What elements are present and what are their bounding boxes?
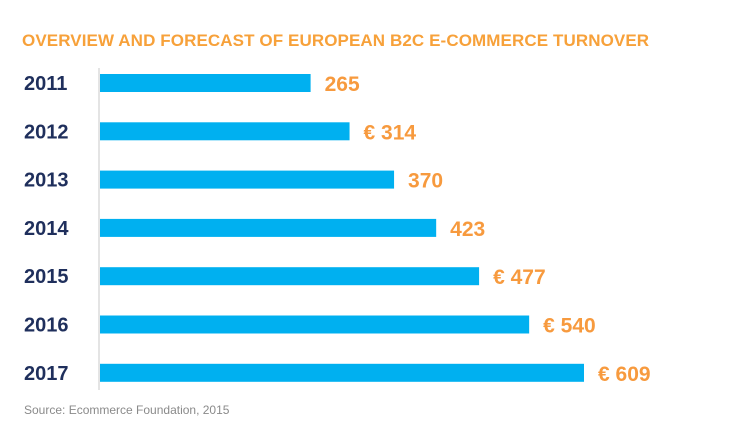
- year-label-2015: 2015: [24, 266, 69, 288]
- value-label-2016: € 540: [543, 315, 596, 338]
- chart-marks: 2011 265 2012 € 314 2013 370 2014 423 2015 € 477 2…: [24, 73, 651, 386]
- bar-2014: [100, 218, 437, 237]
- year-label-2014: 2014: [24, 218, 69, 240]
- year-label-2017: 2017: [24, 363, 69, 385]
- bar-chart: 2011 265 2012 € 314 2013 370 2014 423 2015 € 477 2…: [24, 68, 651, 390]
- value-label-2017: € 609: [598, 363, 651, 386]
- year-label-2011: 2011: [24, 73, 67, 95]
- bar-2017: [100, 363, 584, 382]
- value-label-2013: 370: [408, 170, 443, 193]
- year-label-2012: 2012: [24, 121, 69, 143]
- bar-2016: [100, 315, 530, 334]
- year-label-2013: 2013: [24, 170, 69, 192]
- value-label-2012: € 314: [364, 121, 417, 144]
- bar-2011: [100, 74, 311, 92]
- source-note: Source: Ecommerce Foundation, 2015: [24, 403, 230, 417]
- bar-2015: [100, 267, 480, 286]
- bar-2013: [100, 170, 395, 189]
- value-label-2011: 265: [325, 73, 360, 96]
- chart-title: OVERVIEW AND FORECAST OF EUROPEAN B2C E-…: [22, 31, 650, 50]
- bar-2012: [100, 122, 350, 141]
- value-label-2014: 423: [450, 218, 485, 241]
- year-label-2016: 2016: [24, 315, 69, 337]
- value-label-2015: € 477: [493, 266, 546, 289]
